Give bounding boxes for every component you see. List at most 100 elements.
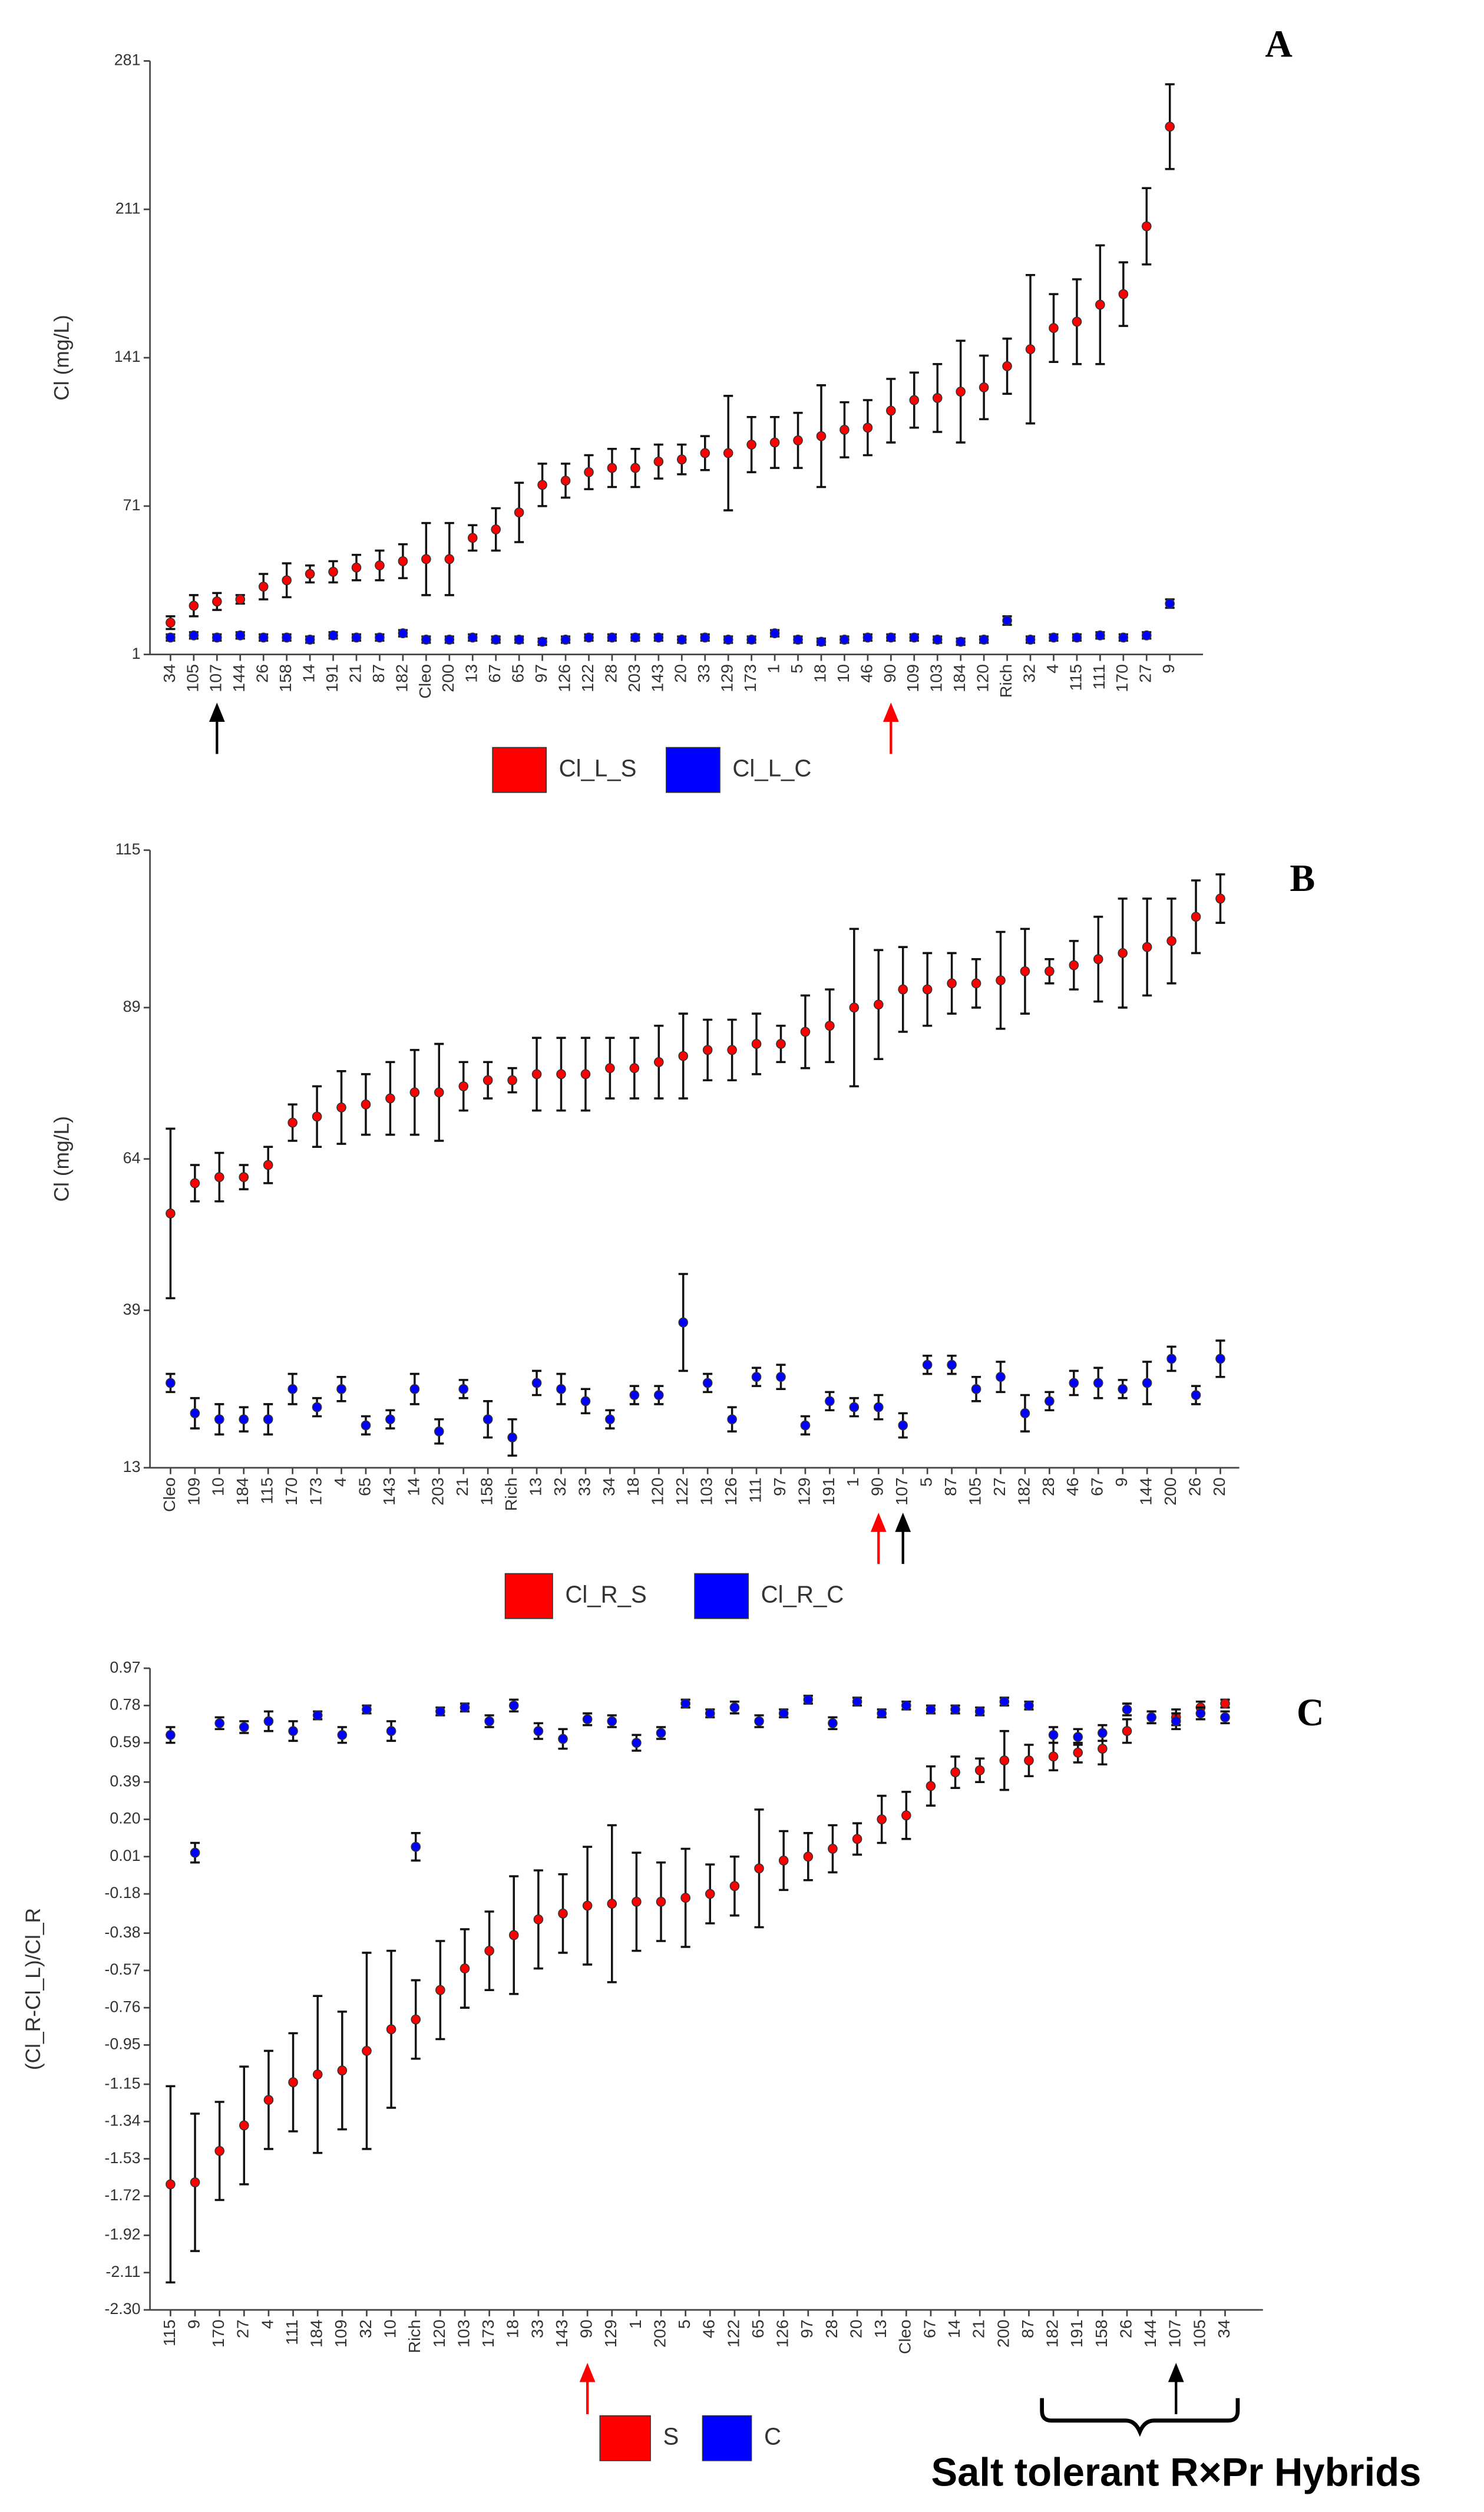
point — [467, 632, 478, 643]
x-tick-label: 20 — [1210, 1477, 1229, 1496]
x-tick-label: 109 — [184, 1477, 203, 1506]
point — [337, 2065, 348, 2076]
x-tick-label: 191 — [323, 664, 342, 692]
point — [803, 1851, 814, 1862]
legend-label: Cl_R_C — [761, 1580, 844, 1607]
point — [190, 1847, 200, 1858]
x-tick-label: Cleo — [896, 2319, 915, 2354]
x-tick-label: 32 — [356, 2319, 375, 2338]
point — [305, 635, 315, 645]
point — [1095, 630, 1105, 641]
x-tick-label: 200 — [994, 2319, 1013, 2348]
x-tick-label: 33 — [528, 2319, 547, 2338]
point — [1220, 1698, 1230, 1709]
point — [409, 1087, 420, 1098]
point — [849, 1002, 860, 1013]
point — [873, 999, 884, 1010]
x-tick-label: 158 — [276, 664, 295, 692]
x-tick-label: 67 — [921, 2319, 940, 2338]
point — [460, 1963, 470, 1974]
x-tick-label: 28 — [1039, 1477, 1058, 1496]
point — [556, 1069, 566, 1080]
y-tick-label: -0.57 — [104, 1960, 140, 1978]
point — [190, 1408, 200, 1418]
x-tick-label: 143 — [380, 1477, 399, 1506]
point — [434, 1087, 444, 1098]
arrow-head — [1168, 2362, 1184, 2382]
point — [800, 1420, 811, 1431]
point — [629, 1063, 640, 1074]
point — [956, 387, 966, 397]
point — [862, 632, 873, 643]
point — [1165, 598, 1175, 609]
x-tick-label: 158 — [1092, 2319, 1111, 2348]
point — [723, 635, 733, 645]
point — [680, 1893, 690, 1903]
point — [769, 628, 780, 639]
x-tick-label: 4 — [331, 1477, 350, 1487]
x-tick-label: 28 — [602, 664, 621, 683]
x-tick-label: 144 — [230, 664, 249, 692]
x-tick-label: 1 — [844, 1477, 862, 1487]
point — [239, 1414, 249, 1425]
x-tick-label: 203 — [625, 664, 644, 692]
point — [166, 1729, 176, 1740]
x-tick-label: 105 — [1191, 2319, 1209, 2348]
x-tick-label: 182 — [1043, 2319, 1062, 2348]
point — [746, 440, 756, 450]
point — [558, 1908, 568, 1919]
x-tick-label: 203 — [429, 1477, 448, 1506]
y-tick-label: 89 — [123, 998, 141, 1015]
y-tick-label: -1.72 — [104, 2186, 140, 2204]
point — [531, 1378, 542, 1388]
point — [605, 1063, 615, 1074]
x-tick-label: 103 — [455, 2319, 474, 2348]
y-tick-label: -1.15 — [104, 2074, 140, 2092]
y-tick-label: -0.38 — [104, 1923, 140, 1941]
x-tick-label: 182 — [1015, 1477, 1034, 1506]
point — [386, 2024, 396, 2035]
point — [385, 1093, 395, 1104]
point — [727, 1414, 737, 1425]
point — [361, 1420, 371, 1431]
point — [533, 1914, 544, 1925]
x-tick-label: 46 — [858, 664, 877, 683]
point — [1166, 936, 1176, 946]
y-tick-label: -0.18 — [104, 1884, 140, 1902]
x-tick-label: 4 — [1043, 664, 1062, 674]
point — [803, 1694, 814, 1705]
point — [1215, 893, 1225, 904]
point — [776, 1372, 786, 1382]
point — [1195, 1708, 1206, 1719]
point — [409, 1384, 420, 1394]
point — [460, 1702, 470, 1713]
x-tick-label: 90 — [881, 664, 900, 683]
point — [166, 2179, 176, 2190]
point — [312, 2069, 323, 2079]
point — [398, 556, 408, 566]
point — [653, 456, 664, 467]
point — [873, 1402, 884, 1412]
x-tick-label: 13 — [462, 664, 481, 683]
point — [702, 1045, 713, 1055]
x-tick-label: 67 — [485, 664, 504, 683]
x-tick-label: 111 — [1090, 664, 1109, 689]
point — [926, 1781, 936, 1791]
point — [214, 1414, 224, 1425]
x-tick-label: Rich — [405, 2319, 424, 2353]
x-tick-label: Rich — [502, 1477, 521, 1511]
point — [361, 1099, 371, 1110]
point — [901, 1700, 911, 1711]
point — [898, 1420, 908, 1431]
x-tick-label: 27 — [1136, 664, 1155, 683]
x-tick-label: 170 — [282, 1477, 301, 1506]
x-tick-label: Rich — [997, 664, 1016, 698]
point — [996, 975, 1006, 986]
x-tick-label: 46 — [1063, 1477, 1082, 1496]
x-tick-label: 90 — [577, 2319, 596, 2338]
point — [630, 632, 640, 643]
point — [1142, 942, 1152, 952]
x-tick-label: 26 — [1186, 1477, 1205, 1496]
x-tick-label: 200 — [1161, 1477, 1180, 1506]
point — [337, 1729, 348, 1740]
